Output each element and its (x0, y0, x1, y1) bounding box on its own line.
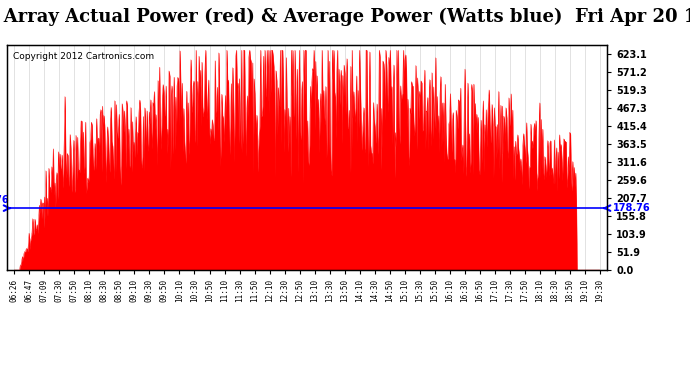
Text: Copyright 2012 Cartronics.com: Copyright 2012 Cartronics.com (13, 52, 154, 61)
Text: West Array Actual Power (red) & Average Power (Watts blue)  Fri Apr 20 19:44: West Array Actual Power (red) & Average … (0, 8, 690, 26)
Text: 178.76: 178.76 (0, 195, 10, 206)
Text: 178.76: 178.76 (613, 203, 651, 213)
